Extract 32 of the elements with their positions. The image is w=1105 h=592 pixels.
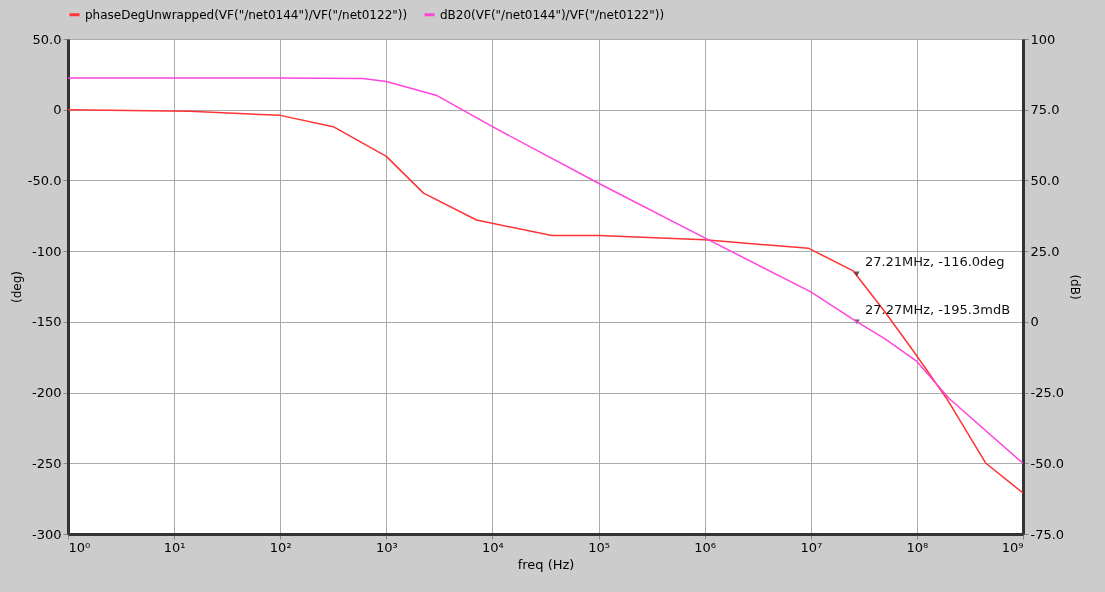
y2-tick-label: 100 bbox=[1030, 31, 1056, 47]
y-tick-label: 0 bbox=[53, 102, 62, 118]
x-tick-label: 10⁶ bbox=[694, 539, 717, 555]
y2-tick-label: 0 bbox=[1030, 314, 1039, 330]
y2-axis-title: (dB) bbox=[1068, 274, 1083, 300]
legend-label: dB20(VF("/net0144")/VF("/net0122")) bbox=[440, 7, 665, 22]
x-tick-label: 10³ bbox=[375, 539, 398, 555]
y2-tick-label: -75.0 bbox=[1030, 526, 1065, 542]
y-tick-label: -250 bbox=[31, 455, 62, 471]
y-tick-label: 50.0 bbox=[32, 31, 62, 47]
x-tick-label: 10² bbox=[269, 539, 292, 555]
x-axis-title: freq (Hz) bbox=[517, 556, 575, 572]
y2-tick-label: 25.0 bbox=[1030, 243, 1060, 259]
x-tick-label: 10⁵ bbox=[588, 539, 610, 555]
annotation: 27.21MHz, -116.0deg bbox=[864, 253, 1005, 269]
y-axis-title: (deg) bbox=[9, 271, 24, 303]
x-tick-label: 10⁰ bbox=[68, 539, 91, 555]
x-tick-label: 10⁷ bbox=[800, 539, 823, 555]
y2-tick-label: 50.0 bbox=[1030, 172, 1060, 188]
y-tick-label: -50.0 bbox=[27, 172, 62, 188]
x-tick-label: 10⁹ bbox=[1001, 539, 1024, 555]
y2-tick-label: -25.0 bbox=[1030, 385, 1065, 401]
x-tick-label: 10⁴ bbox=[482, 539, 504, 555]
y-tick-label: -100 bbox=[31, 243, 62, 259]
y2-tick-label: 75.0 bbox=[1030, 102, 1060, 118]
legend-label: phaseDegUnwrapped(VF("/net0144")/VF("/net0122")) bbox=[85, 7, 408, 22]
y-tick-label: -150 bbox=[31, 314, 62, 330]
x-tick-label: 10¹ bbox=[163, 539, 186, 555]
y-tick-label: -300 bbox=[31, 526, 62, 542]
y2-tick-label: -50.0 bbox=[1030, 455, 1065, 471]
y-tick-label: -200 bbox=[31, 385, 62, 401]
x-tick-label: 10⁸ bbox=[906, 539, 929, 555]
